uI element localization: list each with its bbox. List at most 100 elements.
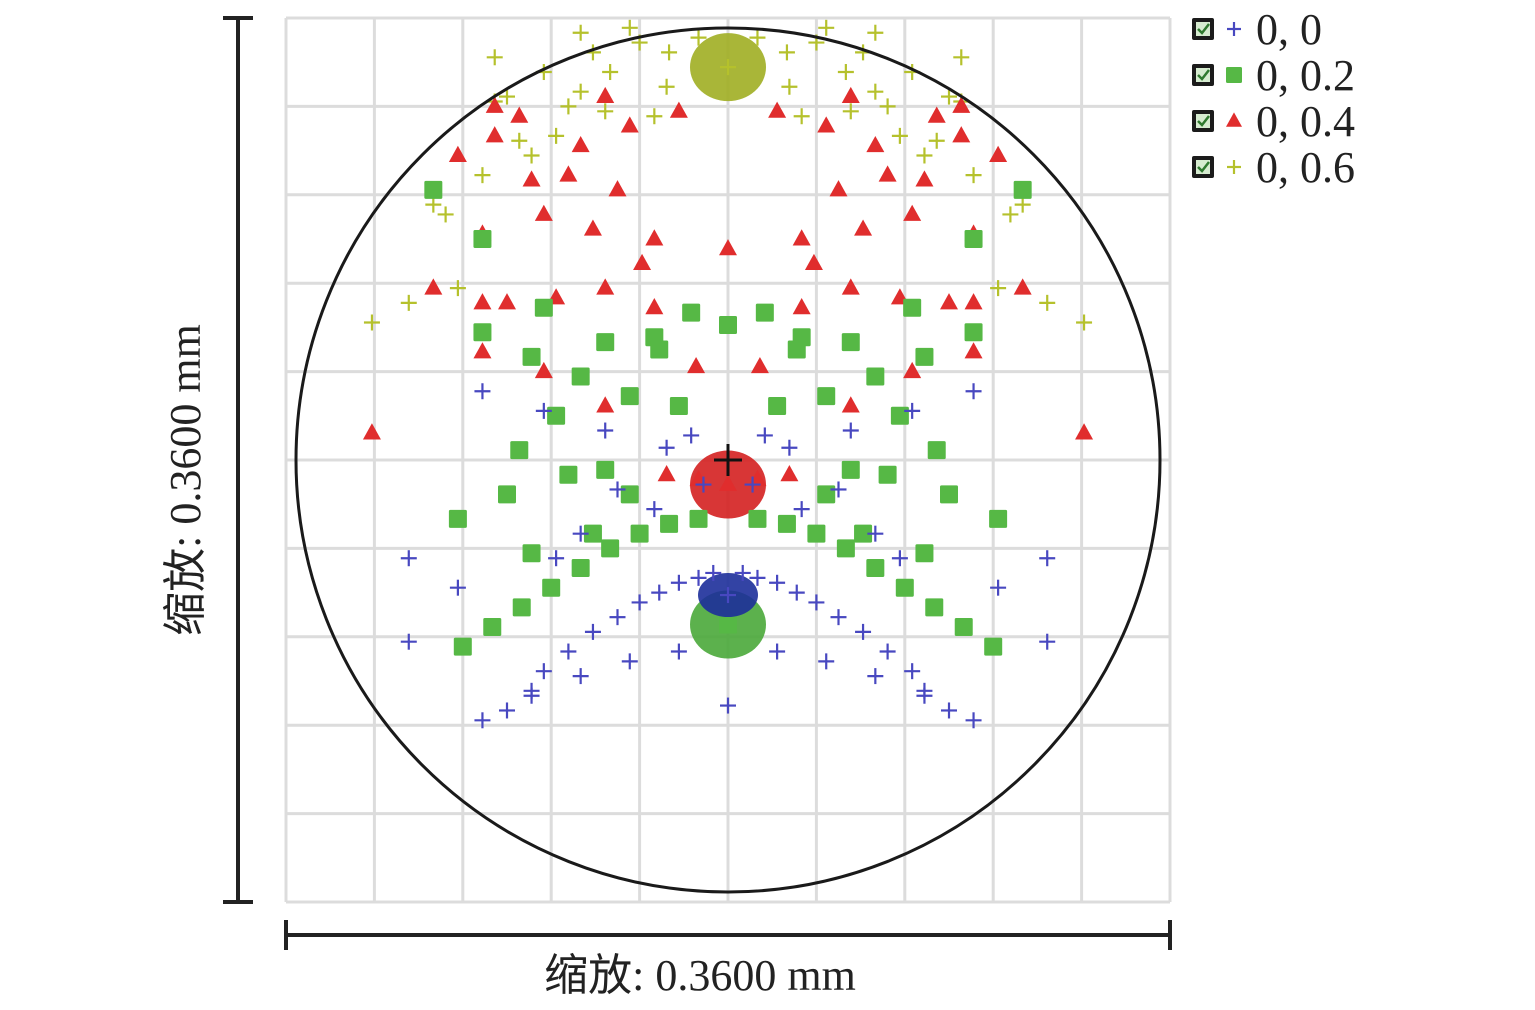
data-point bbox=[878, 465, 897, 484]
legend-item[interactable]: 0, 0 bbox=[1192, 5, 1322, 54]
data-point bbox=[768, 396, 787, 415]
data-point bbox=[669, 396, 688, 415]
data-point bbox=[689, 509, 708, 528]
data-point bbox=[755, 303, 774, 322]
data-point bbox=[878, 165, 897, 182]
data-point bbox=[473, 230, 492, 248]
data-point bbox=[903, 361, 922, 379]
data-point bbox=[474, 712, 491, 729]
data-point bbox=[448, 145, 467, 162]
data-point bbox=[548, 550, 565, 567]
data-point bbox=[890, 406, 909, 425]
data-point bbox=[841, 278, 860, 295]
data-point bbox=[448, 509, 467, 528]
data-point bbox=[596, 396, 615, 413]
data-point bbox=[400, 294, 417, 311]
data-point bbox=[787, 340, 806, 359]
data-point bbox=[855, 623, 872, 640]
data-point bbox=[792, 298, 811, 315]
data-point bbox=[804, 253, 823, 271]
data-point bbox=[854, 219, 873, 236]
data-point bbox=[705, 564, 722, 581]
data-point bbox=[542, 578, 561, 597]
data-point bbox=[485, 126, 504, 143]
data-point bbox=[842, 103, 859, 120]
data-point bbox=[523, 147, 540, 164]
data-point bbox=[437, 206, 454, 223]
data-point bbox=[669, 101, 688, 118]
data-point bbox=[793, 108, 810, 125]
data-point bbox=[818, 19, 835, 36]
data-point bbox=[645, 298, 664, 315]
data-point bbox=[609, 609, 626, 626]
data-point bbox=[867, 24, 884, 41]
data-point bbox=[1002, 206, 1019, 223]
data-point bbox=[633, 253, 652, 271]
data-point bbox=[449, 579, 466, 596]
legend-checkbox-icon[interactable] bbox=[1192, 110, 1214, 132]
data-point bbox=[788, 584, 805, 601]
data-point bbox=[687, 356, 706, 374]
data-point bbox=[830, 481, 847, 498]
data-point bbox=[596, 86, 615, 104]
data-point bbox=[522, 170, 541, 187]
data-point bbox=[658, 439, 675, 456]
data-point bbox=[631, 594, 648, 611]
legend-checkbox-icon[interactable] bbox=[1192, 156, 1214, 178]
legend-marker-icon bbox=[1226, 67, 1242, 83]
data-point bbox=[867, 668, 884, 685]
data-point bbox=[781, 78, 798, 95]
data-point bbox=[719, 315, 737, 334]
data-point bbox=[1076, 314, 1093, 331]
data-point bbox=[927, 441, 946, 460]
data-point bbox=[1039, 550, 1056, 567]
data-point bbox=[837, 64, 854, 81]
data-point bbox=[608, 180, 627, 197]
legend-item[interactable]: 0, 0.2 bbox=[1192, 51, 1355, 100]
data-point bbox=[473, 323, 492, 342]
airy-circle bbox=[294, 26, 1162, 894]
data-point bbox=[601, 539, 620, 558]
data-point bbox=[940, 485, 958, 504]
data-point bbox=[560, 643, 577, 660]
y-scale-label: 缩放: 0.3600 mm bbox=[161, 324, 210, 636]
data-point bbox=[953, 49, 970, 66]
data-point bbox=[657, 465, 676, 482]
data-point bbox=[952, 96, 971, 113]
legend-item[interactable]: 0, 0.6 bbox=[1192, 143, 1355, 192]
data-point bbox=[749, 569, 766, 586]
data-point bbox=[867, 525, 884, 542]
legend-checkbox-icon[interactable] bbox=[1192, 64, 1214, 86]
data-point bbox=[916, 147, 933, 164]
data-point bbox=[646, 501, 663, 518]
data-point bbox=[583, 219, 602, 236]
data-point bbox=[695, 476, 712, 493]
data-point bbox=[829, 180, 848, 197]
data-point bbox=[499, 702, 515, 719]
data-point bbox=[609, 481, 626, 498]
data-point bbox=[620, 387, 639, 406]
data-point bbox=[808, 594, 825, 611]
data-point bbox=[512, 598, 531, 617]
data-point bbox=[474, 167, 491, 184]
legend-checkbox-icon[interactable] bbox=[1192, 18, 1214, 40]
legend-item[interactable]: 0, 0.4 bbox=[1192, 97, 1355, 146]
data-point bbox=[778, 44, 795, 61]
data-point bbox=[670, 643, 687, 660]
legend[interactable]: 0, 00, 0.20, 0.40, 0.6 bbox=[1192, 5, 1355, 192]
data-point bbox=[879, 643, 896, 660]
data-point bbox=[915, 544, 934, 563]
data-point bbox=[793, 501, 810, 518]
data-point bbox=[620, 485, 639, 504]
legend-marker-icon bbox=[1227, 22, 1241, 36]
data-point bbox=[904, 402, 921, 419]
data-point bbox=[522, 544, 541, 563]
data-point bbox=[965, 712, 982, 729]
data-point bbox=[683, 427, 700, 444]
data-point bbox=[499, 88, 515, 105]
data-point bbox=[841, 333, 860, 352]
data-point bbox=[891, 550, 908, 567]
data-point bbox=[817, 485, 836, 504]
data-point bbox=[596, 460, 615, 479]
data-point bbox=[453, 637, 472, 656]
